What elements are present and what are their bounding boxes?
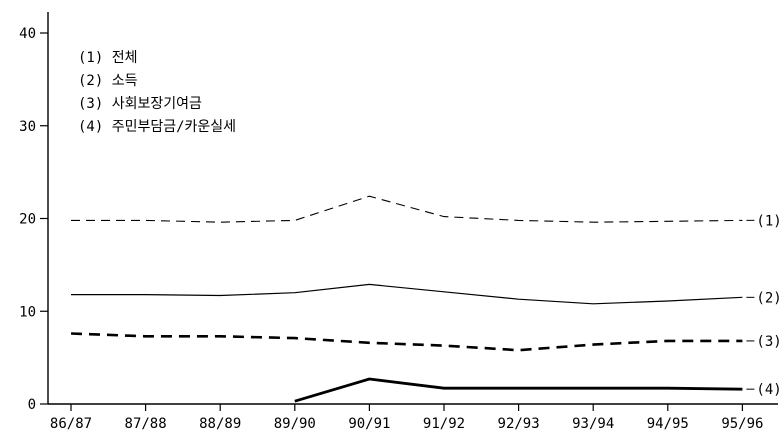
- y-tick-label: 30: [19, 119, 36, 135]
- y-tick-label: 0: [28, 397, 36, 413]
- series-end-label-4: (4): [756, 382, 781, 398]
- series-layer: [70, 195, 743, 403]
- series-line-3: [70, 332, 743, 352]
- x-tick-label: 88/89: [199, 416, 241, 431]
- series-line-2: [71, 283, 743, 305]
- x-ticks: 86/87 87/88 88/89 89/90 90/91 91/92 92/93 93/94…: [50, 404, 763, 431]
- y-tick-label: 10: [19, 304, 36, 320]
- series-end-labels: (1) (2) (3) (4): [746, 213, 781, 398]
- x-tick-label: 90/91: [348, 416, 390, 431]
- x-tick-label: 92/93: [498, 416, 540, 431]
- axes: [47, 12, 778, 405]
- legend: (1) 전체 (2) 소득 (3) 사회보장기여금 (4) 주민부담금/카운실세: [78, 50, 236, 135]
- series-end-label-2: (2): [756, 290, 781, 306]
- series-line-1: [71, 195, 743, 223]
- x-tick-label: 86/87: [50, 416, 92, 431]
- x-tick-label: 95/96: [721, 416, 763, 431]
- legend-entry-2: (2) 소득: [78, 73, 138, 89]
- y-tick-label: 40: [19, 26, 36, 42]
- legend-entry-3: (3) 사회보장기여금: [78, 96, 202, 112]
- x-tick-label: 87/88: [125, 416, 167, 431]
- legend-entry-1: (1) 전체: [78, 50, 137, 66]
- x-tick-label: 94/95: [647, 416, 689, 431]
- x-tick-label: 91/92: [423, 416, 465, 431]
- y-ticks: 0 10 20 30 40: [19, 26, 48, 413]
- y-tick-label: 20: [19, 212, 36, 228]
- series-end-label-1: (1): [756, 213, 781, 229]
- legend-entry-4: (4) 주민부담금/카운실세: [78, 119, 236, 135]
- x-tick-label: 89/90: [274, 416, 316, 431]
- series-end-label-3: (3): [756, 334, 781, 350]
- x-tick-label: 93/94: [572, 416, 614, 431]
- series-line-4: [294, 377, 743, 403]
